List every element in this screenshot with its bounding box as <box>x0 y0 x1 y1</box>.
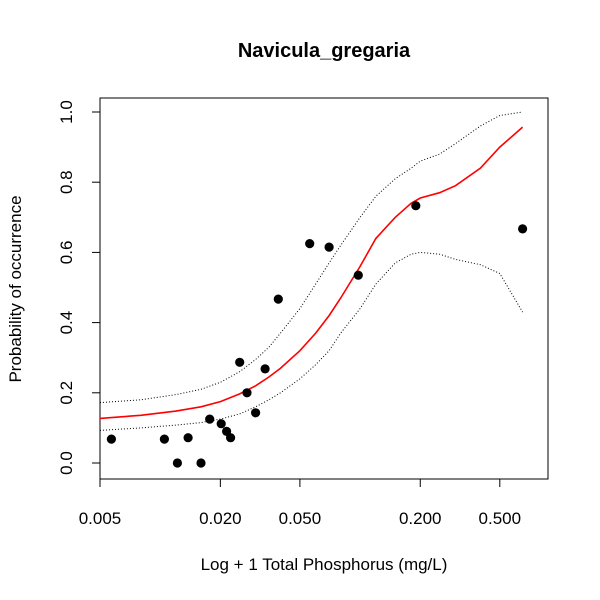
data-point <box>205 414 215 424</box>
data-point <box>273 294 283 304</box>
x-axis: 0.005 0.020 0.050 0.200 0.500 <box>79 478 522 528</box>
ci-lower-line <box>99 251 524 431</box>
data-point <box>260 364 270 374</box>
chart-title: Navicula_gregaria <box>238 40 411 62</box>
x-tick-label: 0.050 <box>279 509 322 528</box>
data-point <box>196 458 206 468</box>
data-point <box>324 242 334 252</box>
data-point <box>242 388 252 398</box>
ci-upper-line <box>99 111 523 404</box>
data-point <box>106 434 116 444</box>
y-tick-label: 1.0 <box>57 100 76 124</box>
x-tick-label: 0.500 <box>479 509 522 528</box>
data-point <box>183 433 193 443</box>
data-point <box>353 270 363 280</box>
data-point <box>251 408 261 418</box>
y-tick-label: 0.2 <box>57 381 76 405</box>
x-tick-label: 0.005 <box>79 509 122 528</box>
curves <box>99 111 524 431</box>
plot-frame <box>99 97 549 480</box>
data-point <box>518 224 528 234</box>
data-point <box>159 434 169 444</box>
data-point <box>226 433 236 443</box>
y-axis: 0.0 0.2 0.4 0.6 0.8 1.0 <box>57 100 101 475</box>
y-tick-label: 0.6 <box>57 241 76 265</box>
data-point <box>172 458 182 468</box>
y-tick-label: 0.0 <box>57 451 76 475</box>
x-tick-label: 0.200 <box>399 509 442 528</box>
data-point <box>216 419 226 429</box>
y-tick-label: 0.4 <box>57 311 76 335</box>
data-point <box>411 201 421 211</box>
fit-line <box>99 126 524 420</box>
data-point <box>235 357 245 367</box>
data-point <box>305 239 315 249</box>
points <box>106 201 528 468</box>
y-tick-label: 0.8 <box>57 170 76 194</box>
y-axis-label: Probability of occurrence <box>6 195 25 382</box>
x-axis-label: Log + 1 Total Phosphorus (mg/L) <box>201 555 448 574</box>
x-tick-label: 0.020 <box>199 509 242 528</box>
